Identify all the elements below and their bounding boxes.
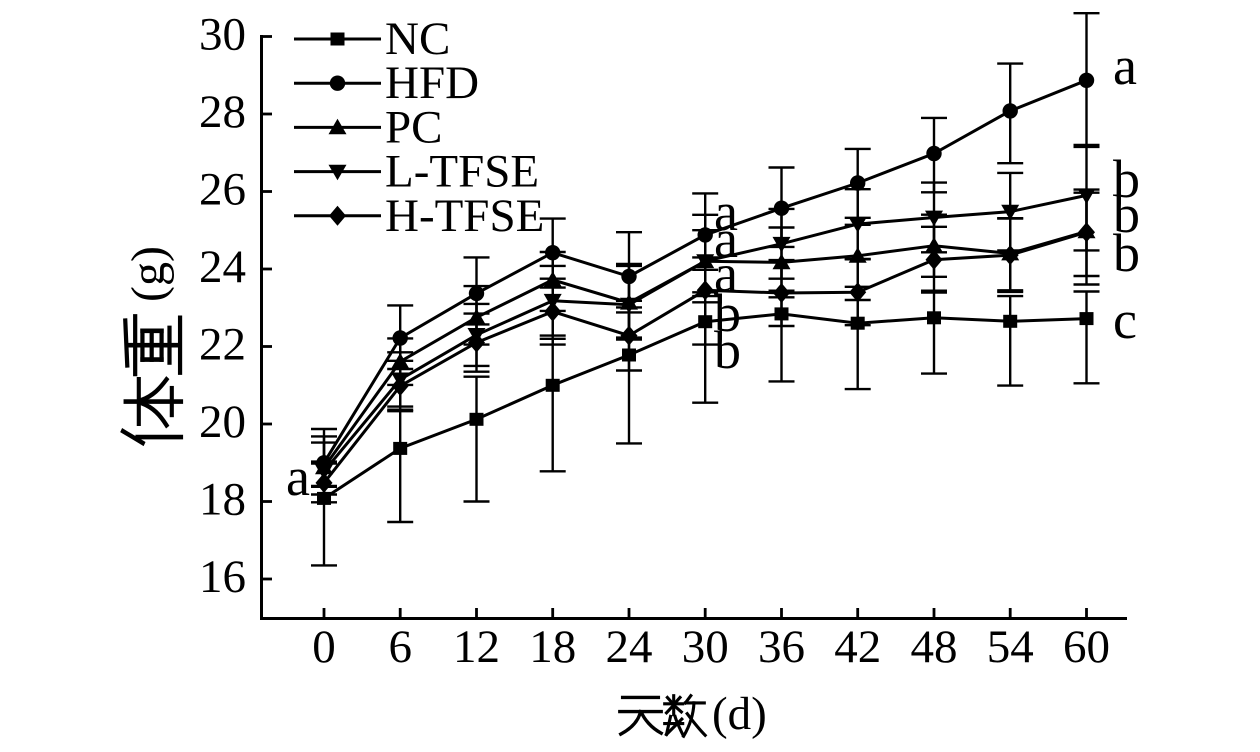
svg-text:48: 48 [911, 621, 958, 673]
svg-text:60: 60 [1063, 621, 1110, 673]
svg-text:20: 20 [199, 396, 246, 448]
svg-text:16: 16 [199, 551, 246, 603]
svg-text:18: 18 [529, 621, 576, 673]
svg-text:(d): (d) [712, 688, 767, 740]
svg-text:24: 24 [606, 621, 653, 673]
svg-text:6: 6 [388, 621, 412, 673]
svg-text:30: 30 [682, 621, 729, 673]
svg-text:a: a [714, 209, 738, 269]
svg-text:a: a [1113, 36, 1137, 96]
svg-text:a: a [286, 447, 310, 507]
svg-text:b: b [1113, 149, 1140, 209]
svg-text:PC: PC [385, 101, 443, 153]
svg-text:22: 22 [199, 319, 246, 371]
svg-text:NC: NC [385, 13, 450, 65]
svg-text:24: 24 [199, 241, 246, 293]
svg-text:a: a [714, 182, 738, 242]
svg-text:(g): (g) [122, 246, 175, 302]
svg-text:36: 36 [758, 621, 805, 673]
svg-text:c: c [1113, 290, 1137, 350]
svg-text:42: 42 [834, 621, 881, 673]
svg-text:b: b [714, 320, 741, 380]
svg-text:0: 0 [312, 621, 336, 673]
svg-text:b: b [1113, 223, 1140, 283]
svg-text:b: b [1113, 184, 1140, 244]
svg-text:L-TFSE: L-TFSE [385, 146, 539, 198]
svg-text:a: a [714, 244, 738, 304]
svg-text:b: b [714, 283, 741, 343]
svg-text:30: 30 [199, 9, 246, 61]
svg-text:28: 28 [199, 86, 246, 138]
svg-text:26: 26 [199, 164, 246, 216]
svg-text:HFD: HFD [385, 57, 479, 109]
svg-text:18: 18 [199, 474, 246, 526]
svg-text:12: 12 [453, 621, 500, 673]
svg-text:54: 54 [987, 621, 1034, 673]
svg-text:H-TFSE: H-TFSE [385, 190, 544, 242]
